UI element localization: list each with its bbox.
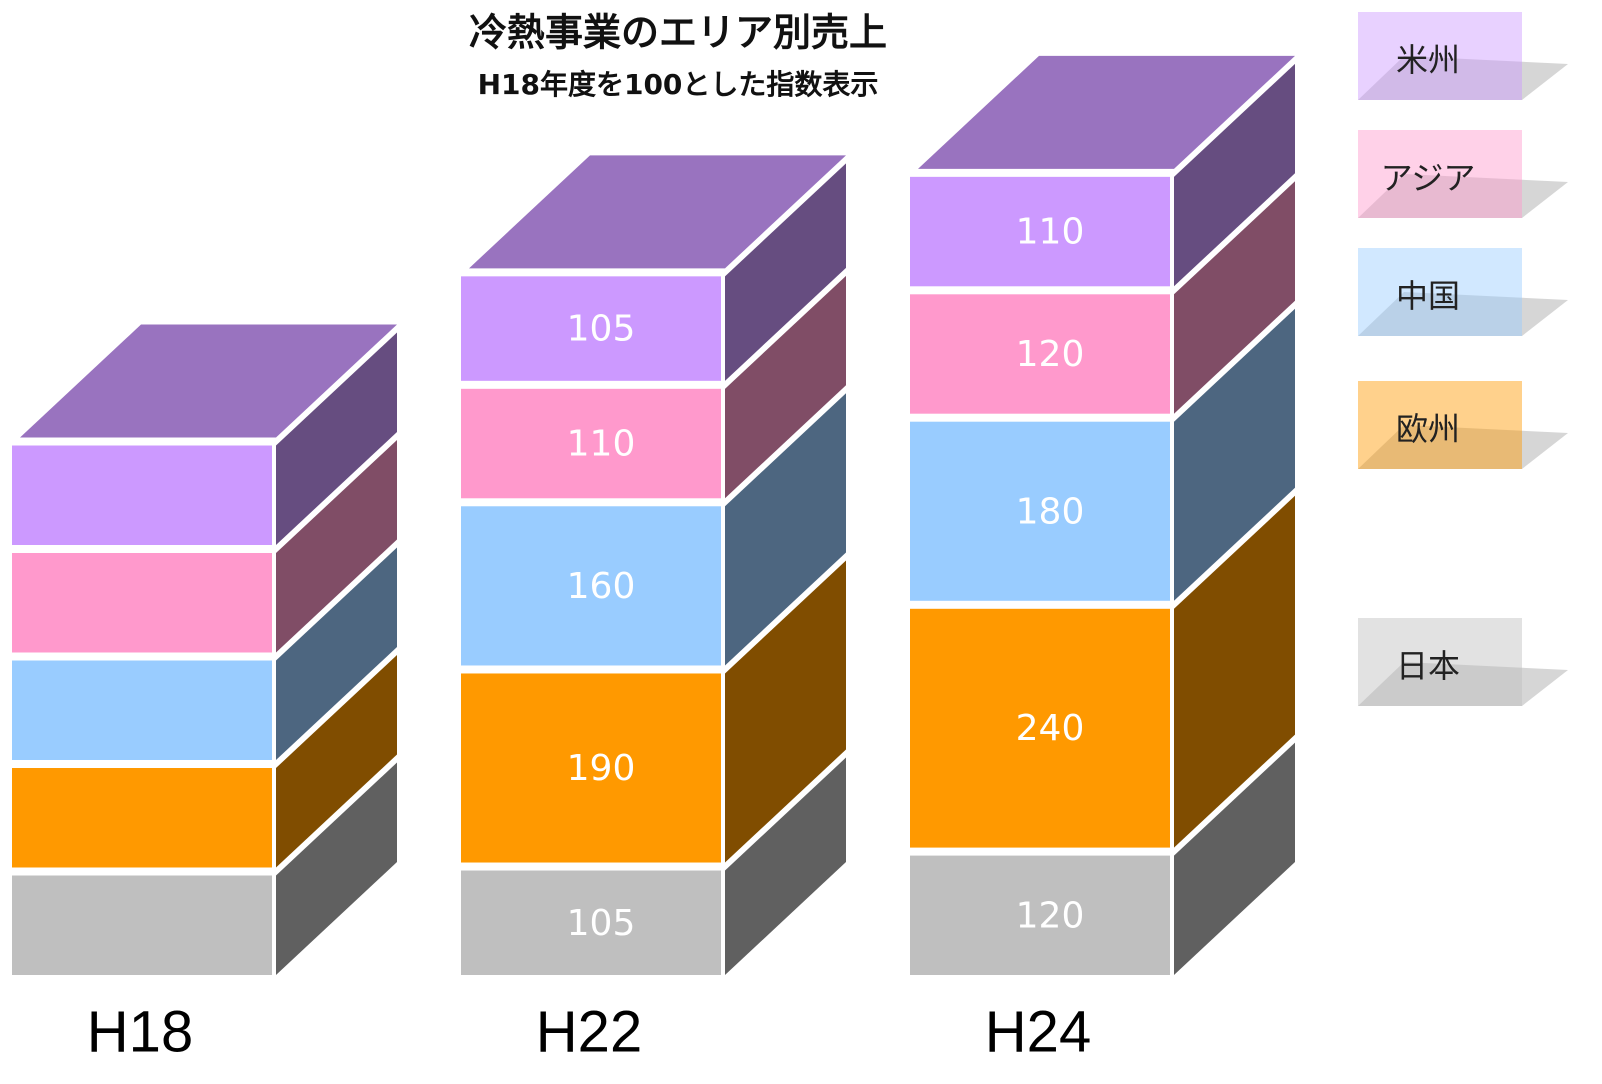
legend-swatch [1358,618,1522,706]
bar-segment [12,768,272,868]
data-label: 160 [567,566,636,607]
bar-side [725,560,846,863]
legend-swatch [1358,248,1522,336]
data-label: 110 [1016,212,1085,253]
bar-segment [461,388,721,499]
bar-side [725,393,846,666]
data-label: 105 [567,309,636,350]
bar-segment [12,660,272,760]
legend-shadow [1358,425,1568,469]
bar-side [276,332,397,545]
data-label: 190 [567,748,636,789]
x-tick-label: H24 [985,999,1091,1064]
chart-title: 冷熱事業のエリア別売上 [469,11,887,55]
data-label: 105 [567,903,636,944]
bar-segment [910,176,1170,287]
legend-swatch [1358,12,1522,100]
bar-segment [12,553,272,653]
legend-shadow [1358,174,1568,218]
bar-segment [910,608,1170,848]
legend-label: アジア [1381,159,1476,197]
bar-top [469,155,846,269]
data-label: 120 [1016,895,1085,936]
bar-side [276,655,397,868]
bar-segment [461,506,721,666]
legend-label: 日本 [1396,647,1460,685]
data-label: 110 [567,424,636,465]
bar-side [1174,63,1295,287]
data-label: 120 [1016,334,1085,375]
x-tick-label: H22 [536,999,642,1064]
legend-shadow [1358,56,1568,100]
data-label: 240 [1016,708,1085,749]
bar-side [276,762,397,975]
chart-subtitle: H18年度を100とした指数表示 [478,68,879,101]
bar-side [725,275,846,499]
bar-segment [910,855,1170,975]
legend-label: 米州 [1396,41,1460,79]
bar-top [20,324,397,438]
legend-swatch [1358,381,1522,469]
bar-segment [461,673,721,863]
legend-shadow [1358,292,1568,336]
bar-side [1174,181,1295,414]
bar-segment [461,276,721,381]
legend-label: 中国 [1396,277,1460,315]
legend-swatch [1358,130,1522,218]
bar-segment [461,870,721,975]
bar-side [1174,495,1295,848]
bar-side [1174,308,1295,601]
bar-segment [910,421,1170,601]
bar-segment [910,294,1170,414]
bar-segment [12,875,272,975]
bar-side [725,757,846,975]
bar-side [276,440,397,653]
bar-side [1174,742,1295,975]
bar-side [276,547,397,760]
legend-shadow [1358,662,1568,706]
x-tick-label: H18 [87,999,193,1064]
bar-segment [12,445,272,545]
bar-side [725,163,846,381]
legend-label: 欧州 [1396,410,1460,448]
data-label: 180 [1016,491,1085,532]
bar-top [918,55,1295,169]
